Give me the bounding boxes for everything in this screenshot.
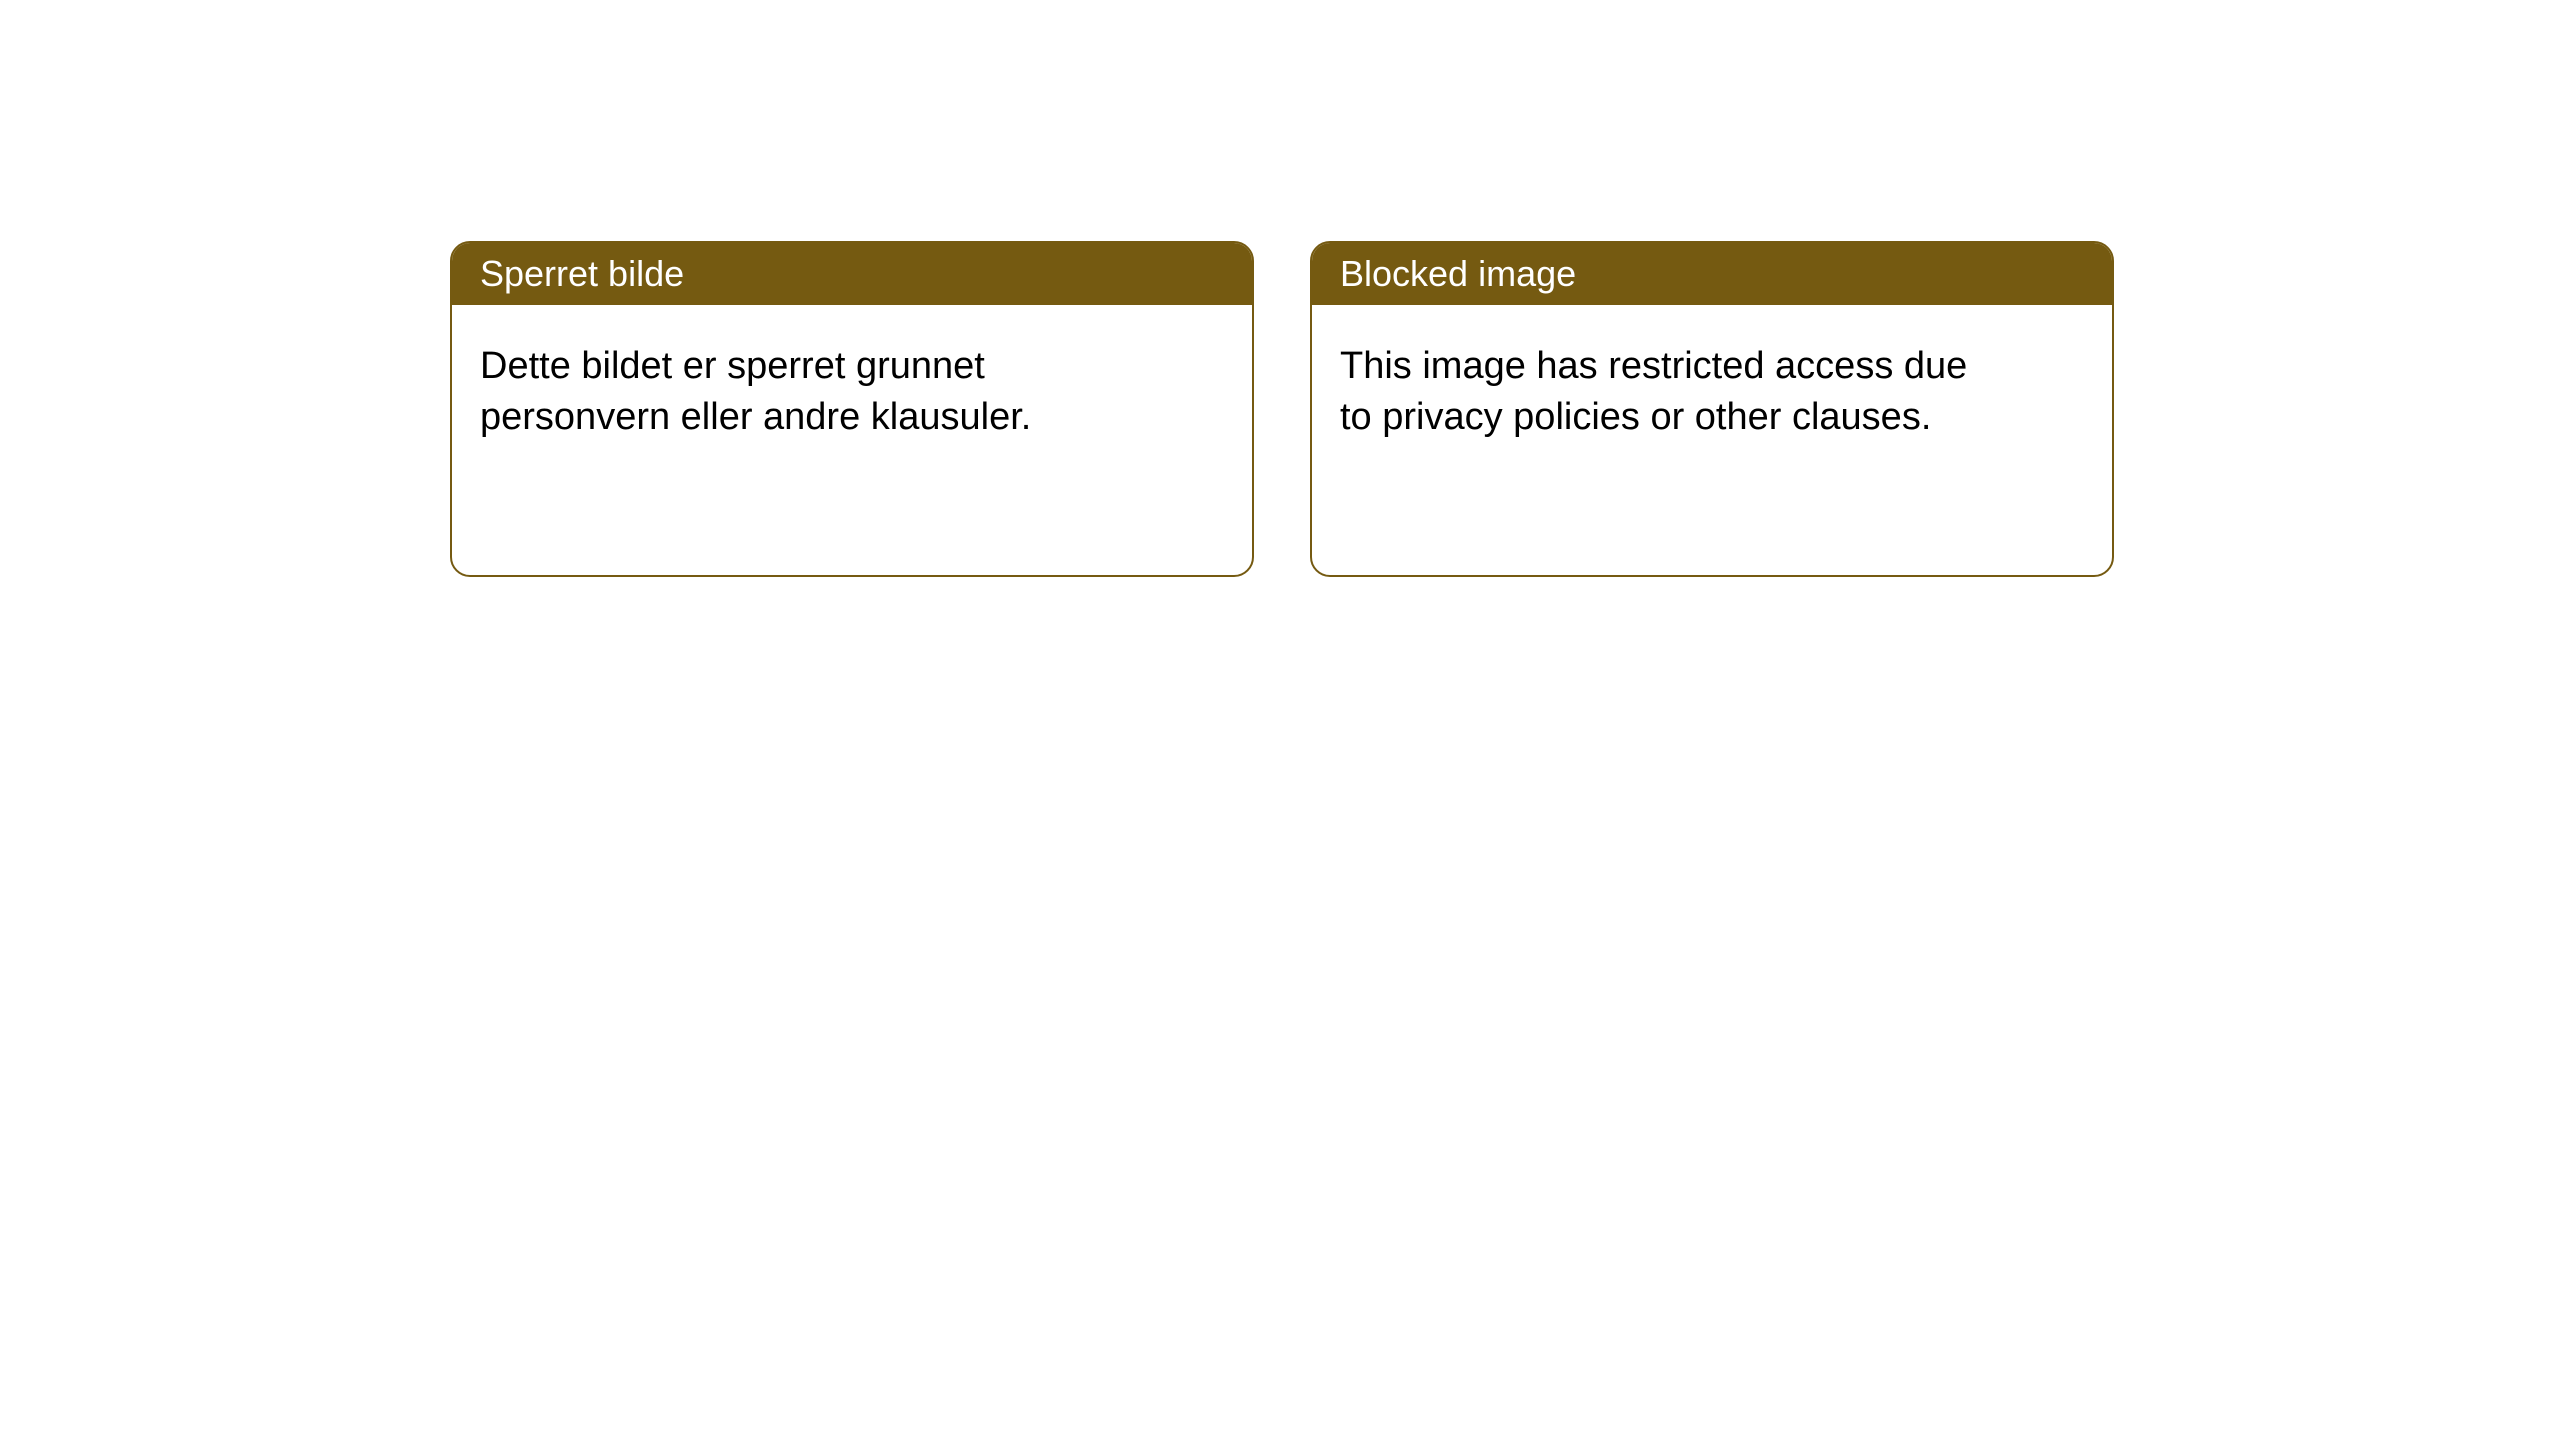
card-body: Dette bildet er sperret grunnet personve… — [452, 305, 1172, 480]
card-header: Sperret bilde — [452, 243, 1252, 305]
card-body-text: Dette bildet er sperret grunnet personve… — [480, 345, 1031, 438]
card-body-text: This image has restricted access due to … — [1340, 345, 1967, 438]
card-title: Blocked image — [1340, 253, 1576, 295]
card-body: This image has restricted access due to … — [1312, 305, 2032, 480]
card-header: Blocked image — [1312, 243, 2112, 305]
card-title: Sperret bilde — [480, 253, 684, 295]
notice-container: Sperret bilde Dette bildet er sperret gr… — [0, 0, 2560, 577]
notice-card-english: Blocked image This image has restricted … — [1310, 241, 2114, 577]
notice-card-norwegian: Sperret bilde Dette bildet er sperret gr… — [450, 241, 1254, 577]
